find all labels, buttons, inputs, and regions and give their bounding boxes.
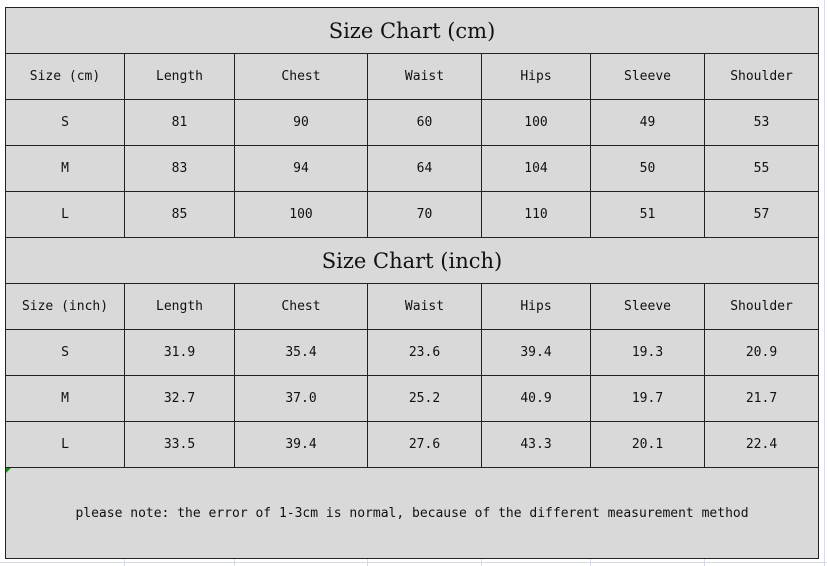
value-cell[interactable]: 83: [124, 145, 235, 192]
sheet-gridline: [704, 558, 705, 566]
sheet-gridline: [234, 558, 235, 566]
value-cell[interactable]: 39.4: [234, 421, 368, 468]
title-row: Size Chart (inch): [5, 237, 819, 284]
header-row: Size (cm) Length Chest Waist Hips Sleeve Shoul…: [5, 53, 819, 100]
header-cell[interactable]: Chest: [234, 283, 368, 330]
value-cell[interactable]: 32.7: [124, 375, 235, 422]
value-cell[interactable]: 104: [481, 145, 591, 192]
table-row: S 81 90 60 100 49 53: [5, 99, 819, 146]
sheet-gridline: [367, 558, 368, 566]
value-cell[interactable]: 40.9: [481, 375, 591, 422]
value-cell[interactable]: 19.7: [590, 375, 705, 422]
value-cell[interactable]: 22.4: [704, 421, 819, 468]
value-cell[interactable]: 37.0: [234, 375, 368, 422]
header-cell[interactable]: Length: [124, 283, 235, 330]
header-cell[interactable]: Sleeve: [590, 53, 705, 100]
header-cell[interactable]: Size (cm): [5, 53, 125, 100]
table-row: M 32.7 37.0 25.2 40.9 19.7 21.7: [5, 375, 819, 422]
sheet-gridline: [481, 558, 482, 566]
value-cell[interactable]: 55: [704, 145, 819, 192]
value-cell[interactable]: 39.4: [481, 329, 591, 376]
table-row: L 85 100 70 110 51 57: [5, 191, 819, 238]
value-cell[interactable]: 85: [124, 191, 235, 238]
value-cell[interactable]: 27.6: [367, 421, 482, 468]
header-cell[interactable]: Length: [124, 53, 235, 100]
value-cell[interactable]: 53: [704, 99, 819, 146]
size-cell[interactable]: S: [5, 99, 125, 146]
header-cell[interactable]: Shoulder: [704, 53, 819, 100]
value-cell[interactable]: 31.9: [124, 329, 235, 376]
value-cell[interactable]: 43.3: [481, 421, 591, 468]
value-cell[interactable]: 50: [590, 145, 705, 192]
header-cell[interactable]: Chest: [234, 53, 368, 100]
value-cell[interactable]: 70: [367, 191, 482, 238]
cell-comment-marker: [6, 468, 11, 473]
note-row: please note: the error of 1-3cm is norma…: [5, 467, 819, 559]
size-cell[interactable]: L: [5, 421, 125, 468]
sheet-gridline: [124, 558, 125, 566]
value-cell[interactable]: 20.1: [590, 421, 705, 468]
header-cell[interactable]: Hips: [481, 283, 591, 330]
note-cell[interactable]: please note: the error of 1-3cm is norma…: [5, 467, 819, 559]
value-cell[interactable]: 90: [234, 99, 368, 146]
table-title[interactable]: Size Chart (inch): [5, 237, 819, 284]
value-cell[interactable]: 49: [590, 99, 705, 146]
value-cell[interactable]: 64: [367, 145, 482, 192]
size-cell[interactable]: M: [5, 145, 125, 192]
value-cell[interactable]: 19.3: [590, 329, 705, 376]
sheet-gridline: [0, 562, 827, 563]
header-cell[interactable]: Size (inch): [5, 283, 125, 330]
value-cell[interactable]: 100: [234, 191, 368, 238]
size-chart-sheet: Size Chart (cm) Size (cm) Length Chest Waist…: [5, 7, 819, 559]
table-title[interactable]: Size Chart (cm): [5, 7, 819, 54]
size-cell[interactable]: M: [5, 375, 125, 422]
value-cell[interactable]: 81: [124, 99, 235, 146]
header-cell[interactable]: Shoulder: [704, 283, 819, 330]
header-cell[interactable]: Waist: [367, 53, 482, 100]
header-row: Size (inch) Length Chest Waist Hips Sleeve Sho…: [5, 283, 819, 330]
value-cell[interactable]: 35.4: [234, 329, 368, 376]
value-cell[interactable]: 25.2: [367, 375, 482, 422]
value-cell[interactable]: 110: [481, 191, 591, 238]
value-cell[interactable]: 100: [481, 99, 591, 146]
value-cell[interactable]: 94: [234, 145, 368, 192]
value-cell[interactable]: 60: [367, 99, 482, 146]
table-row: M 83 94 64 104 50 55: [5, 145, 819, 192]
value-cell[interactable]: 51: [590, 191, 705, 238]
table-row: L 33.5 39.4 27.6 43.3 20.1 22.4: [5, 421, 819, 468]
value-cell[interactable]: 23.6: [367, 329, 482, 376]
header-cell[interactable]: Hips: [481, 53, 591, 100]
sheet-gridline: [824, 0, 825, 566]
value-cell[interactable]: 21.7: [704, 375, 819, 422]
size-cell[interactable]: S: [5, 329, 125, 376]
header-cell[interactable]: Waist: [367, 283, 482, 330]
table-row: S 31.9 35.4 23.6 39.4 19.3 20.9: [5, 329, 819, 376]
value-cell[interactable]: 57: [704, 191, 819, 238]
size-cell[interactable]: L: [5, 191, 125, 238]
value-cell[interactable]: 33.5: [124, 421, 235, 468]
header-cell[interactable]: Sleeve: [590, 283, 705, 330]
sheet-gridline: [590, 558, 591, 566]
value-cell[interactable]: 20.9: [704, 329, 819, 376]
title-row: Size Chart (cm): [5, 7, 819, 54]
